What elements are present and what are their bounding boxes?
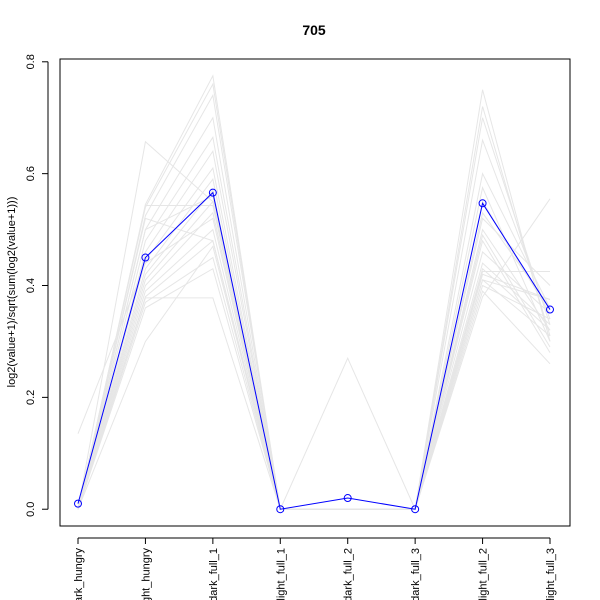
y-tick-label: 0.2 bbox=[25, 390, 37, 405]
background-series-line bbox=[77, 239, 551, 510]
x-tick-label: dark_full_1 bbox=[208, 548, 220, 600]
y-axis: 0.0 0.2 0.4 0.6 0.8 bbox=[25, 54, 49, 517]
x-tick-label: light_hungry bbox=[140, 548, 152, 600]
highlight-point bbox=[343, 494, 352, 503]
x-tick-label: light_full_2 bbox=[478, 548, 490, 600]
background-series-line bbox=[77, 116, 551, 510]
background-series-line bbox=[77, 189, 551, 510]
x-tick-label: dark_hungry bbox=[73, 548, 85, 600]
background-series-line bbox=[77, 290, 551, 510]
background-series-line bbox=[77, 228, 551, 510]
y-tick-label: 0.8 bbox=[25, 54, 37, 69]
chart-title: 705 bbox=[302, 22, 326, 38]
y-tick-label: 0.0 bbox=[25, 502, 37, 517]
background-series-group bbox=[77, 74, 551, 511]
x-tick-label: light_full_3 bbox=[545, 548, 557, 600]
highlight-point bbox=[478, 199, 487, 208]
background-series-line bbox=[77, 267, 551, 510]
background-series-line bbox=[77, 140, 551, 510]
y-tick-label: 0.6 bbox=[25, 166, 37, 181]
background-series-line bbox=[77, 217, 551, 511]
highlight-point bbox=[74, 499, 82, 508]
highlight-point bbox=[208, 188, 217, 197]
highlight-point bbox=[276, 505, 285, 514]
highlight-series-group bbox=[74, 188, 554, 514]
x-axis: dark_hungry light_hungry dark_full_1 light_… bbox=[73, 537, 557, 600]
y-tick-label: 0.4 bbox=[25, 278, 37, 293]
background-series-line bbox=[77, 217, 551, 510]
highlight-point bbox=[141, 253, 150, 262]
plot-frame bbox=[59, 58, 571, 527]
x-tick-label: dark_full_2 bbox=[343, 548, 355, 600]
x-tick-label: light_full_1 bbox=[275, 548, 287, 600]
highlight-point bbox=[546, 305, 554, 314]
highlight-point bbox=[411, 505, 420, 514]
background-series-line bbox=[77, 205, 551, 510]
y-axis-label: log2(value+1)/sqrt(sum(log2(value+1))) bbox=[6, 197, 18, 388]
highlight-series-line bbox=[77, 191, 551, 510]
background-series-line bbox=[77, 135, 551, 510]
x-tick-label: dark_full_3 bbox=[410, 548, 422, 600]
